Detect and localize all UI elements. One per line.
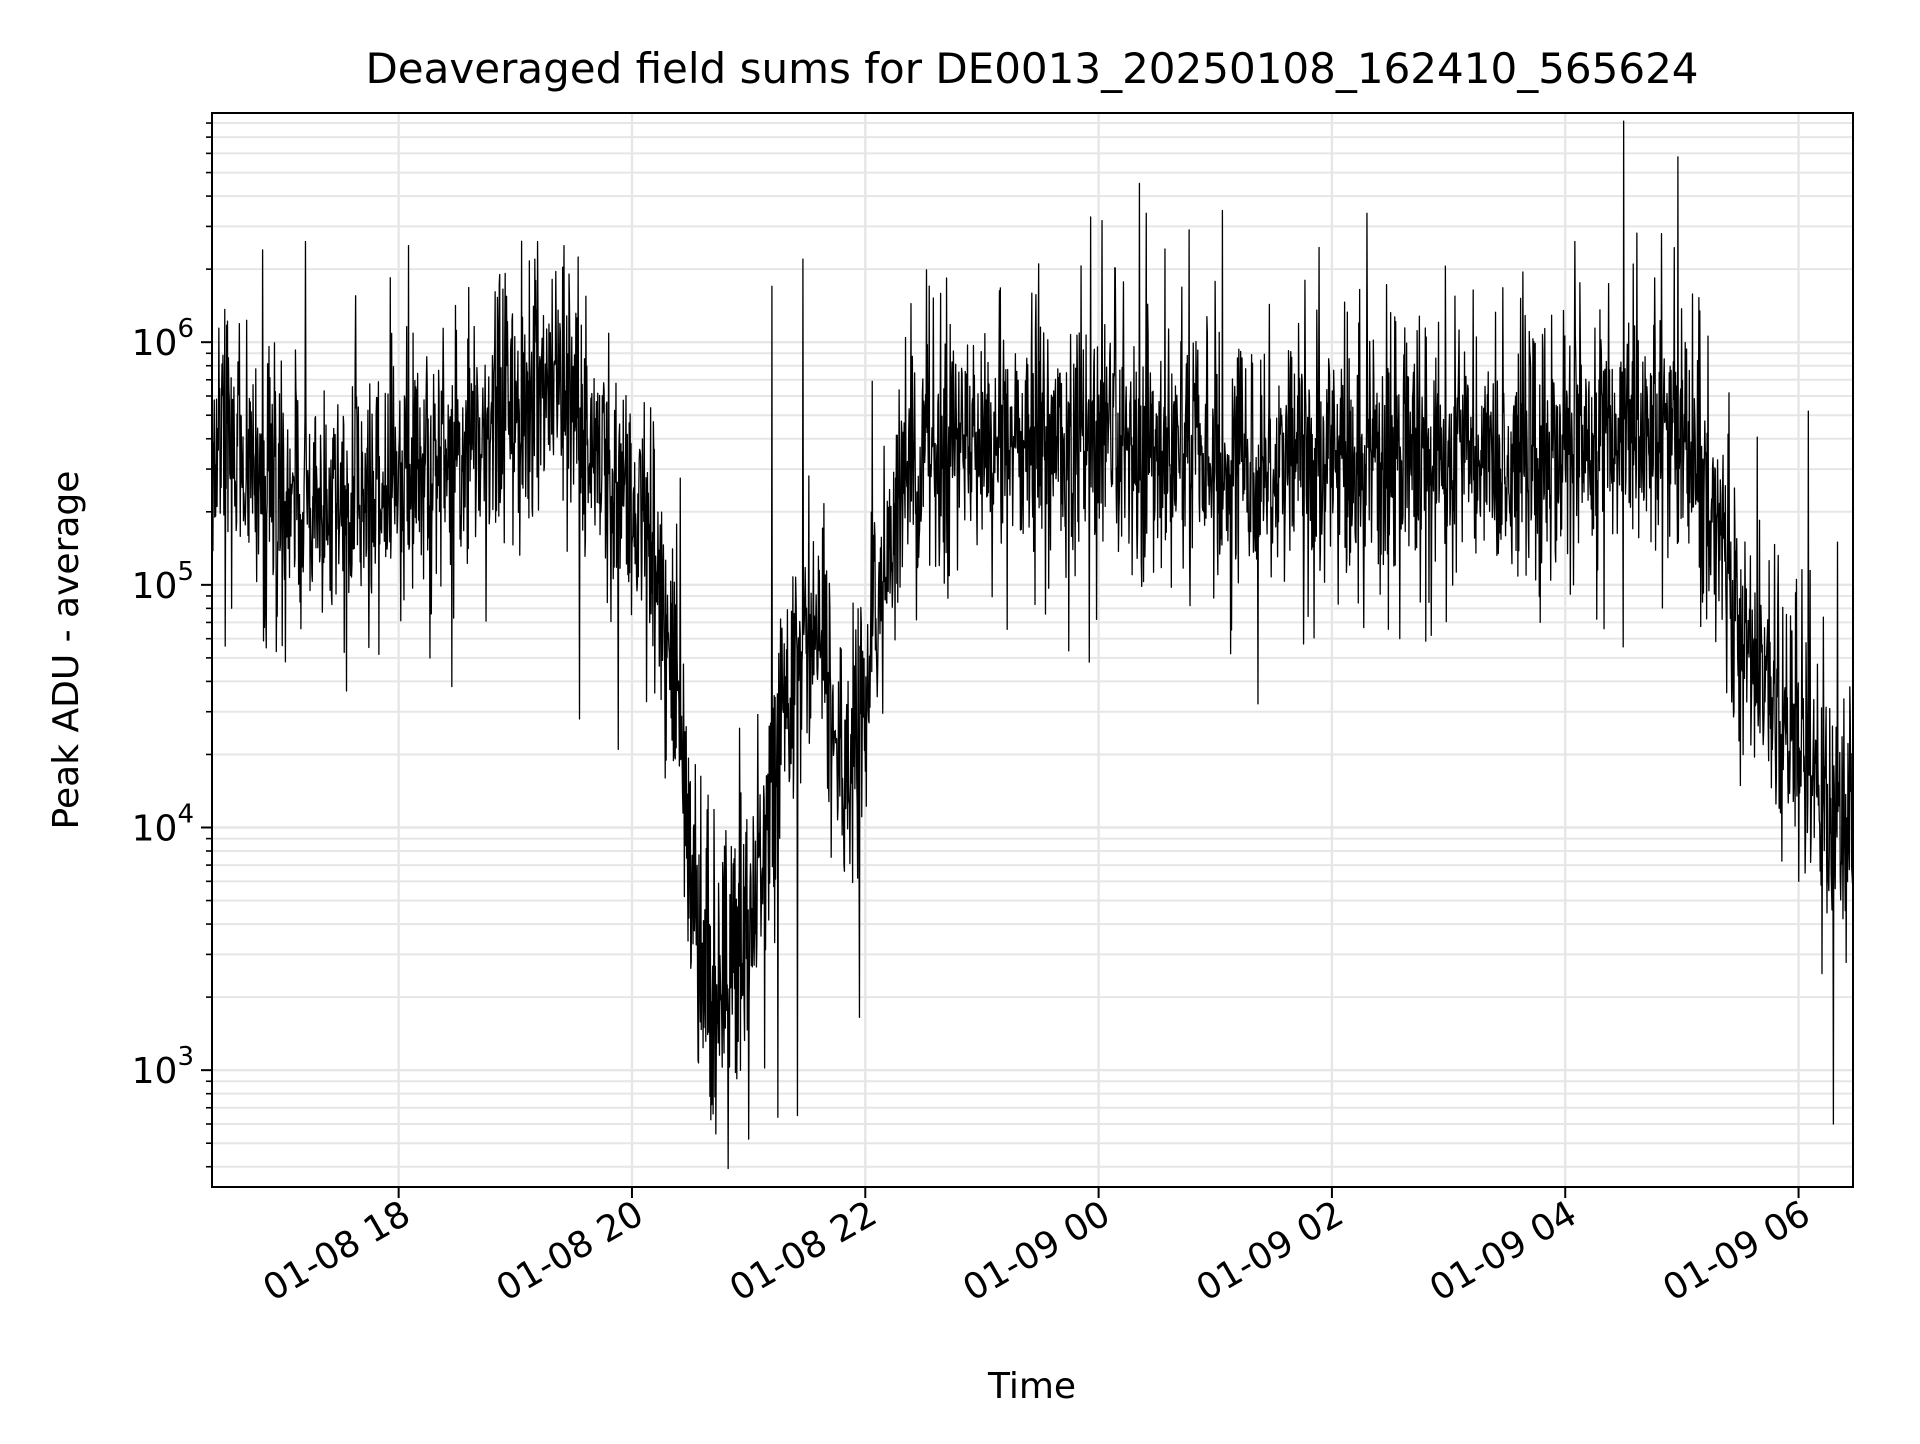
y-axis-label: Peak ADU - average bbox=[46, 471, 87, 830]
series-layer bbox=[212, 120, 1853, 1170]
y-tick-label: 103 bbox=[132, 1042, 194, 1092]
plot-frame bbox=[211, 112, 1854, 1188]
x-axis-label: Time bbox=[987, 1366, 1076, 1407]
chart-title: Deaveraged field sums for DE0013_2025010… bbox=[365, 44, 1698, 93]
y-tick-label: 106 bbox=[132, 314, 194, 364]
plot-area bbox=[212, 120, 1853, 1170]
series-line bbox=[212, 120, 1853, 1170]
y-tick-label: 104 bbox=[132, 800, 194, 850]
y-tick-label: 105 bbox=[132, 557, 194, 607]
y-axis: 103 104 105 106 bbox=[132, 122, 212, 1168]
